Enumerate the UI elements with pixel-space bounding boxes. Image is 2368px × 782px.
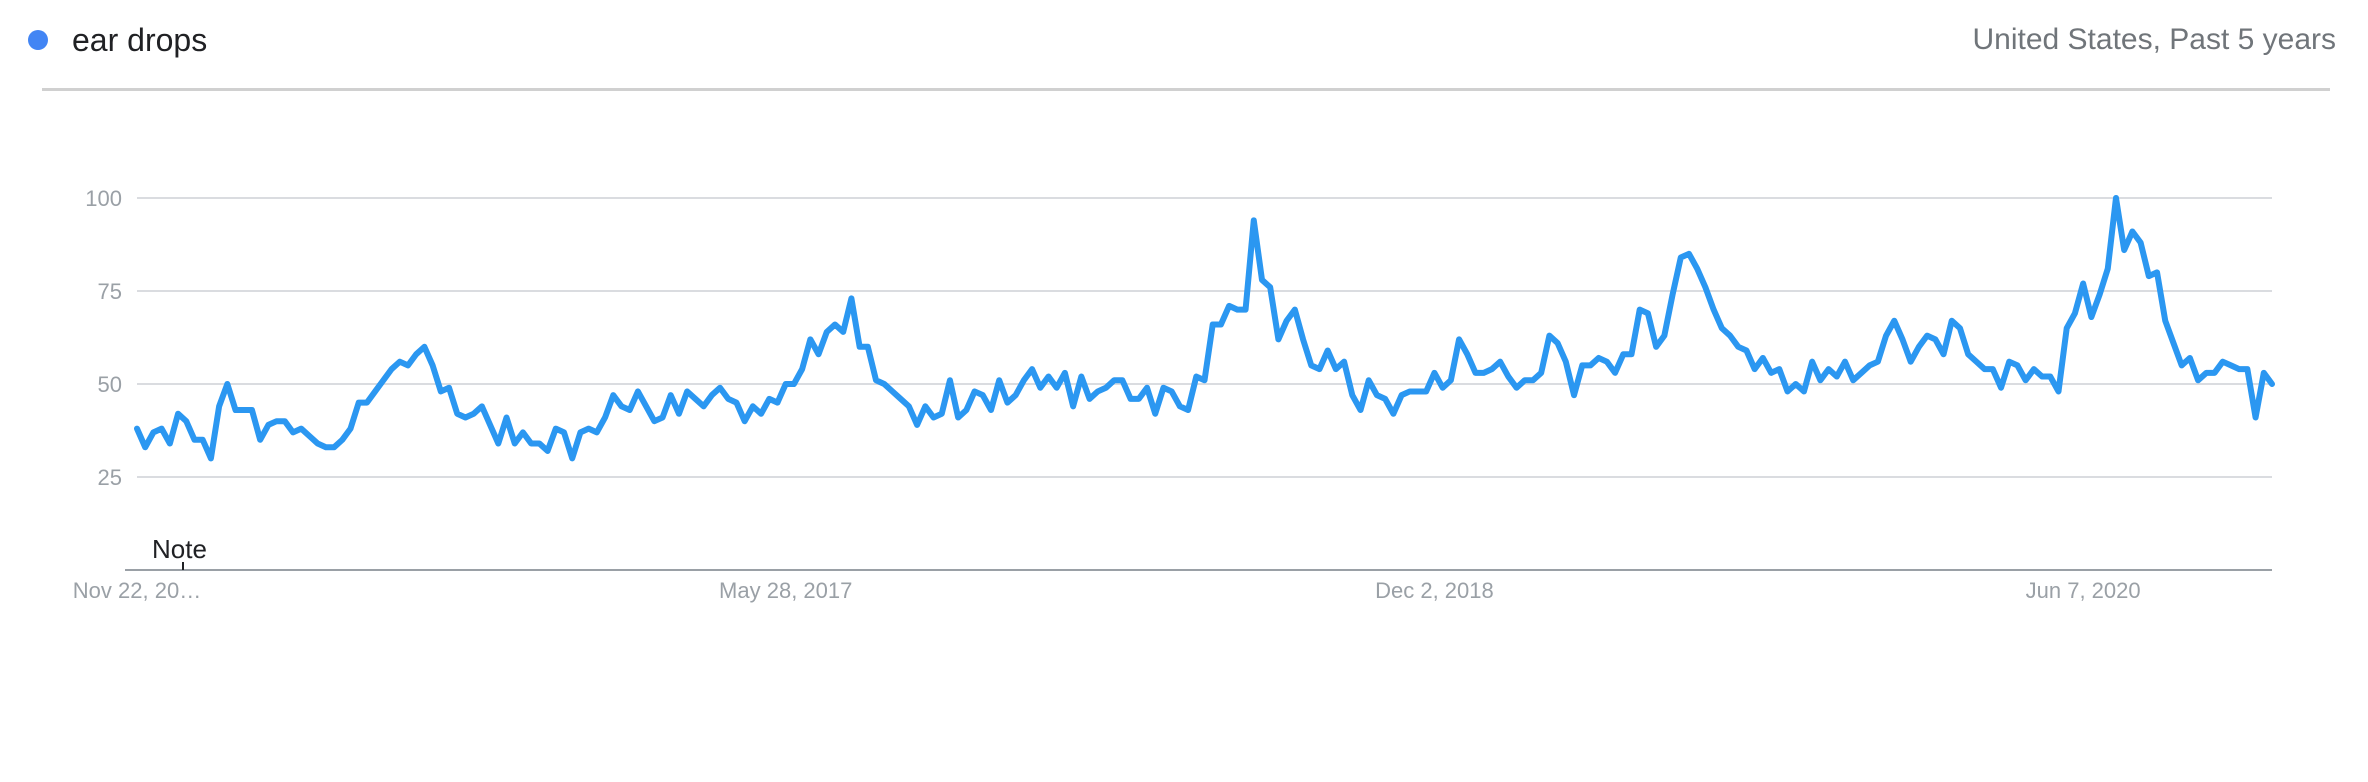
legend-dot-icon — [28, 30, 48, 50]
note-marker[interactable]: Note — [152, 534, 207, 570]
interest-over-time-chart: 25 50 75 100 Nov 22, 20… May 28, 2017 Dec 2, … — [73, 186, 2275, 603]
header: ear drops United States, Past 5 years — [0, 0, 2368, 92]
x-tick-label: Nov 22, 20… — [73, 578, 201, 603]
series-line-ear-drops[interactable] — [134, 195, 2275, 462]
y-tick-label: 75 — [98, 279, 122, 304]
x-tick-label: Dec 2, 2018 — [1375, 578, 1494, 603]
y-tick-label: 25 — [98, 465, 122, 490]
x-axis-ticks: Nov 22, 20… May 28, 2017 Dec 2, 2018 Jun 7,… — [73, 578, 2141, 603]
y-tick-label: 50 — [98, 372, 122, 397]
header-divider — [42, 88, 2330, 91]
note-label[interactable]: Note — [152, 534, 207, 564]
y-tick-label: 100 — [85, 186, 122, 211]
x-tick-label: Jun 7, 2020 — [2026, 578, 2141, 603]
region-period-label: United States, Past 5 years — [1972, 23, 2336, 56]
grid-lines — [137, 197, 2272, 478]
x-tick-label: May 28, 2017 — [719, 578, 852, 603]
y-axis-ticks: 25 50 75 100 — [85, 186, 122, 490]
search-term-label[interactable]: ear drops — [72, 22, 208, 58]
